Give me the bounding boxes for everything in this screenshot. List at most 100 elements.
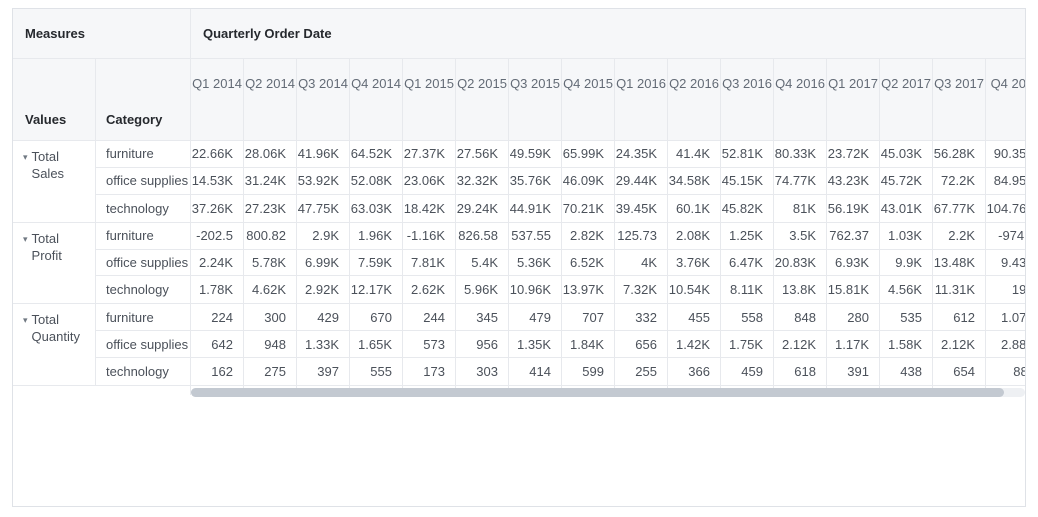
data-cell: 80.33K	[774, 141, 827, 167]
collapse-caret-icon[interactable]: ▾	[23, 152, 28, 162]
category-cell: technology	[96, 276, 191, 304]
collapse-caret-icon[interactable]: ▾	[23, 233, 28, 244]
data-cell: 618	[774, 358, 827, 386]
data-cell: 6.47K	[721, 249, 774, 276]
data-cell: 6.52K	[562, 249, 615, 276]
column-header: Q1 2014	[191, 59, 244, 140]
data-cell: 13.8K	[774, 276, 827, 304]
table-row: furniture 22.66K 28.06K 41.96K 64.52K 27.37K 2…	[96, 141, 1025, 168]
measure-cell[interactable]: ▾ Total Sales	[13, 141, 96, 222]
bottom-strip-spacer	[13, 386, 191, 396]
data-cell: 558	[721, 304, 774, 331]
table-row: technology 1.78K 4.62K 2.92K 12.17K 2.62K 5.96…	[96, 276, 1025, 304]
data-cell: 1.33K	[297, 331, 350, 358]
data-cell: 459	[721, 358, 774, 386]
data-cell: 52.08K	[350, 167, 403, 194]
data-cell: 2.2K	[933, 222, 986, 249]
data-cell: 826.58	[456, 222, 509, 249]
data-cell: 45.15K	[721, 167, 774, 194]
data-cell: 173	[403, 358, 456, 386]
data-cell: 2.12K	[933, 331, 986, 358]
column-dimension-label: Quarterly Order Date	[203, 26, 332, 41]
data-cell: -974.2	[986, 223, 1025, 249]
column-dimension-cell: Quarterly Order Date	[191, 9, 1025, 58]
data-cell: 56.28K	[933, 141, 986, 167]
data-cell: 429	[297, 304, 350, 331]
data-cell: 28.06K	[244, 141, 297, 167]
data-cell: 2.9K	[297, 222, 350, 249]
data-cell: 1.65K	[350, 331, 403, 358]
horizontal-scrollbar-thumb[interactable]	[191, 388, 1004, 397]
measure-group: ▾ Total Profit furniture -202.5 800.82 2.9K 1.…	[13, 222, 1025, 305]
data-cell: 39.45K	[615, 194, 668, 222]
table-row: technology 37.26K 27.23K 47.75K 63.03K 18.42K…	[96, 194, 1025, 222]
data-cell: 45.82K	[721, 194, 774, 222]
data-cell: 63.03K	[350, 194, 403, 222]
table-row: furniture 224 300 429 670 244 345 479 707 332 455 5…	[96, 304, 1025, 332]
collapse-caret-icon[interactable]: ▾	[23, 315, 28, 326]
data-cell: 2.12K	[774, 331, 827, 358]
data-cell: 90.35K	[986, 141, 1025, 167]
data-cell: 848	[774, 304, 827, 331]
data-cell: 332	[615, 304, 668, 331]
table-row: office supplies 2.24K 5.78K 6.99K 7.59K 7.81K…	[96, 249, 1025, 277]
data-cell: 44.91K	[509, 194, 562, 222]
pivot-table: Measures Quarterly Order Date Values Cat…	[12, 8, 1026, 507]
column-header: Q4 2015	[562, 59, 615, 140]
data-cell: 41.96K	[297, 141, 350, 167]
data-cell: 19K	[986, 276, 1025, 303]
data-cell: 104.76K	[986, 195, 1025, 222]
data-cell: 391	[827, 358, 880, 386]
data-cell: 455	[668, 304, 721, 331]
data-cell: 1.42K	[668, 331, 721, 358]
data-cell: -1.16K	[403, 222, 456, 249]
data-cell: 72.2K	[933, 167, 986, 194]
column-header-row: Values Category Q1 2014 Q2 2014 Q3 2014 Q4 …	[13, 59, 1025, 141]
data-cell: 224	[191, 304, 244, 331]
data-cell: 366	[668, 358, 721, 386]
measure-cell[interactable]: ▾ Total Quantity	[13, 304, 96, 386]
data-cell: 27.56K	[456, 141, 509, 167]
data-cell: 303	[456, 358, 509, 386]
data-cell: 84.95K	[986, 168, 1025, 194]
data-cell: 74.77K	[774, 167, 827, 194]
measures-header-cell: Measures	[13, 9, 191, 58]
data-cell: 70.21K	[562, 194, 615, 222]
table-row: technology 162 275 397 555 173 303 414 599 255 366…	[96, 358, 1025, 386]
column-header: Q2 2016	[668, 59, 721, 140]
data-cell: 7.81K	[403, 249, 456, 276]
category-cell: furniture	[96, 304, 191, 331]
category-label: Category	[106, 112, 163, 127]
category-cell: office supplies	[96, 331, 191, 358]
data-cell: 1.58K	[880, 331, 933, 358]
data-cell: 81K	[774, 194, 827, 222]
measure-label: Total Sales	[31, 149, 65, 181]
column-header: Q2 2017	[880, 59, 933, 140]
data-cell: 41.4K	[668, 141, 721, 167]
category-cell: furniture	[96, 222, 191, 249]
data-cell: 1.78K	[191, 276, 244, 304]
data-cell: 125.73	[615, 222, 668, 249]
values-label: Values	[25, 112, 67, 127]
data-cell: 32.32K	[456, 167, 509, 194]
data-cell: 34.58K	[668, 167, 721, 194]
data-cell: 1.07K	[986, 304, 1025, 330]
data-cell: 2.24K	[191, 249, 244, 276]
data-cell: 49.59K	[509, 141, 562, 167]
column-header: Q1 2016	[615, 59, 668, 140]
data-cell: 438	[880, 358, 933, 386]
data-cell: 3.76K	[668, 249, 721, 276]
measure-group: ▾ Total Sales furniture 22.66K 28.06K 41.96K 6…	[13, 141, 1025, 223]
table-row: office supplies 642 948 1.33K 1.65K 573 956 1.3…	[96, 331, 1025, 359]
measure-cell[interactable]: ▾ Total Profit	[13, 222, 96, 304]
data-cell: 37.26K	[191, 194, 244, 222]
horizontal-scrollbar-track[interactable]	[191, 388, 1025, 397]
data-cell: 67.77K	[933, 194, 986, 222]
data-cell: 5.4K	[456, 249, 509, 276]
data-cell: 573	[403, 331, 456, 358]
measure-group-rows: furniture -202.5 800.82 2.9K 1.96K -1.16K 826.…	[96, 222, 1025, 304]
data-cell: 56.19K	[827, 194, 880, 222]
data-cell: 29.24K	[456, 194, 509, 222]
data-cell: 8.11K	[721, 276, 774, 304]
data-cell: 3.5K	[774, 222, 827, 249]
